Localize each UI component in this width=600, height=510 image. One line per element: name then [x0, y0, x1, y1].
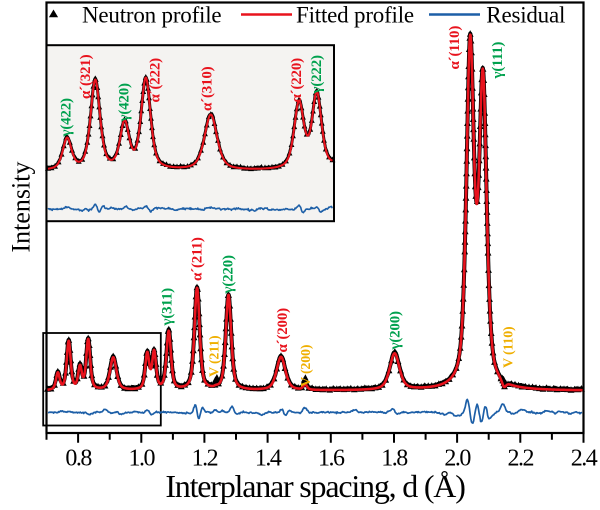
- svg-text:V (200): V (200): [299, 344, 314, 387]
- svg-text:Intensity: Intensity: [7, 162, 36, 253]
- svg-text:γ(420): γ(420): [116, 83, 132, 123]
- svg-text:γ(220): γ(220): [220, 255, 236, 295]
- svg-text:Residual: Residual: [486, 2, 565, 27]
- svg-text:α´(200): α´(200): [275, 308, 291, 353]
- svg-text:γ(222): γ(222): [309, 55, 325, 95]
- svg-text:γ(311): γ(311): [159, 288, 175, 327]
- svg-text:1.0: 1.0: [129, 446, 156, 472]
- svg-text:Fitted profile: Fitted profile: [296, 2, 414, 27]
- svg-text:α´(110): α´(110): [447, 26, 463, 70]
- svg-text:α´(310): α´(310): [199, 66, 215, 111]
- svg-text:1.8: 1.8: [381, 446, 408, 472]
- svg-text:1.6: 1.6: [318, 446, 345, 472]
- svg-text:V (211): V (211): [207, 335, 222, 377]
- svg-text:α´(220): α´(220): [289, 58, 305, 103]
- svg-text:2.2: 2.2: [508, 446, 534, 472]
- svg-text:Neutron profile: Neutron profile: [82, 2, 221, 27]
- svg-text:γ(422): γ(422): [58, 98, 74, 138]
- svg-text:γ(111): γ(111): [490, 42, 506, 80]
- svg-text:α´(321): α´(321): [78, 54, 94, 99]
- svg-text:α´(222): α´(222): [147, 58, 163, 103]
- svg-text:2.4: 2.4: [571, 446, 598, 472]
- svg-text:2.0: 2.0: [444, 446, 471, 472]
- svg-text:α´(211): α´(211): [189, 237, 205, 281]
- svg-text:Interplanar spacing, d (Å): Interplanar spacing, d (Å): [165, 468, 465, 504]
- svg-text:1.4: 1.4: [255, 446, 282, 472]
- svg-text:1.2: 1.2: [192, 446, 218, 472]
- svg-text:V (110): V (110): [501, 326, 516, 368]
- svg-text:γ(200): γ(200): [387, 311, 403, 351]
- svg-text:0.8: 0.8: [65, 446, 92, 472]
